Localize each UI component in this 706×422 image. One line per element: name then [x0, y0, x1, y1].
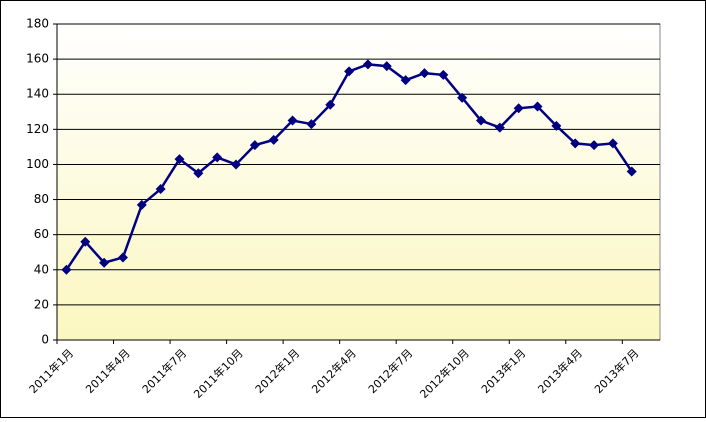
marker [626, 166, 637, 177]
marker [99, 257, 110, 268]
y-tick-label: 40 [34, 262, 49, 276]
marker [306, 119, 317, 130]
y-tick-label: 100 [26, 157, 49, 171]
y-tick-label: 160 [26, 52, 49, 66]
marker [249, 140, 260, 151]
marker [570, 138, 581, 149]
marker [475, 115, 486, 126]
y-tick-label: 0 [41, 333, 49, 347]
marker [513, 103, 524, 114]
marker [231, 159, 242, 170]
marker [400, 75, 411, 86]
marker [61, 264, 72, 275]
marker [419, 68, 430, 79]
marker [589, 140, 600, 151]
marker [212, 152, 223, 163]
marker [117, 252, 128, 263]
marker [438, 69, 449, 80]
marker [494, 122, 505, 133]
marker [193, 168, 204, 179]
marker [607, 138, 618, 149]
y-tick-label: 180 [26, 17, 49, 31]
marker [362, 59, 373, 70]
marker [325, 99, 336, 110]
marker [381, 61, 392, 72]
y-tick-label: 120 [26, 122, 49, 136]
marker [532, 101, 543, 112]
y-tick-label: 60 [34, 227, 49, 241]
marker [344, 66, 355, 77]
marker [457, 92, 468, 103]
marker [174, 154, 185, 165]
marker [268, 134, 279, 145]
marker [551, 120, 562, 131]
y-tick-label: 20 [34, 297, 49, 311]
y-tick-label: 80 [34, 192, 49, 206]
marker [136, 199, 147, 210]
y-tick-label: 140 [26, 87, 49, 101]
marker [155, 184, 166, 195]
plot-area [56, 23, 661, 341]
marker [80, 236, 91, 247]
marker [287, 115, 298, 126]
